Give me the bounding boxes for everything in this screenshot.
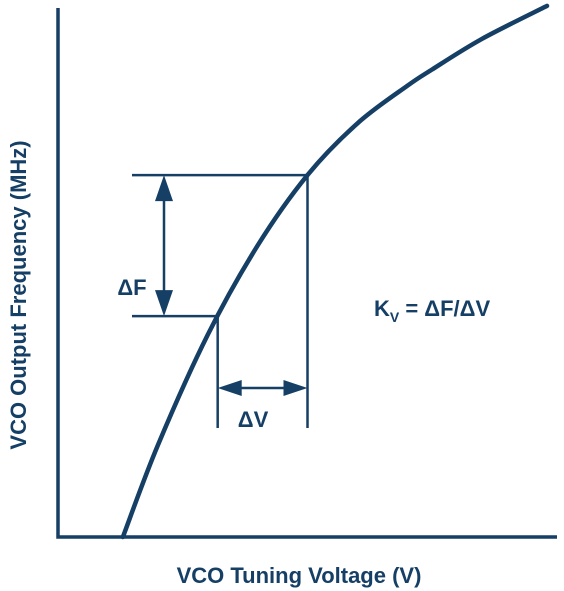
formula-label: KV = ΔF/ΔV bbox=[374, 296, 490, 325]
axis-lines bbox=[56, 8, 557, 539]
y-axis-label: VCO Output Frequency (MHz) bbox=[6, 140, 31, 449]
delta-v-arrow-head-right bbox=[283, 380, 308, 396]
delta-v-label: ΔV bbox=[238, 407, 269, 432]
delta-f-arrow-head-top bbox=[155, 175, 173, 202]
formula-k: K bbox=[374, 296, 390, 321]
delta-v-arrow-head-left bbox=[217, 380, 242, 396]
delta-f-label: ΔF bbox=[117, 275, 146, 300]
axes bbox=[56, 8, 557, 539]
formula-rhs: = ΔF/ΔV bbox=[399, 296, 490, 321]
formula-subscript: V bbox=[390, 309, 400, 325]
x-axis-label: VCO Tuning Voltage (V) bbox=[177, 563, 422, 588]
delta-guides bbox=[132, 173, 309, 428]
delta-f-arrow-head-bottom bbox=[155, 290, 173, 317]
vco-tuning-curve bbox=[120, 3, 550, 540]
